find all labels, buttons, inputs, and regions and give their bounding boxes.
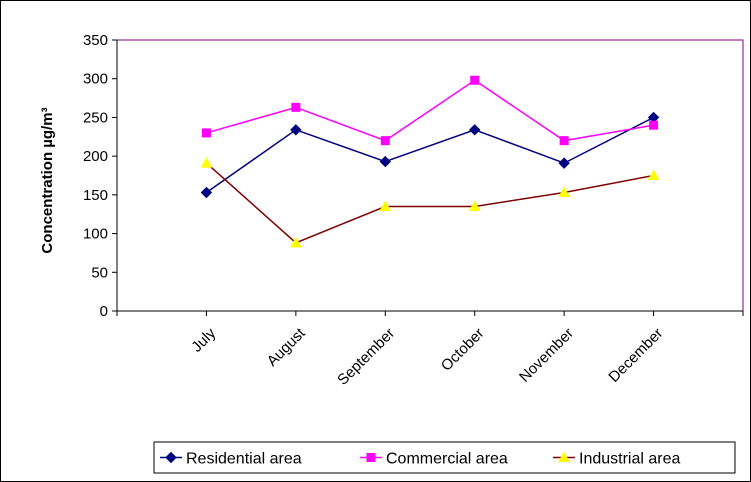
data-point-series-2 bbox=[380, 136, 390, 146]
series-line-2 bbox=[206, 79, 654, 142]
y-tick-label: 250 bbox=[83, 109, 108, 126]
legend-marker-1 bbox=[165, 451, 177, 464]
x-tick-label: October bbox=[438, 325, 488, 375]
y-tick-label: 200 bbox=[83, 148, 108, 165]
data-point-series-2 bbox=[470, 75, 480, 85]
x-tick-label: November bbox=[516, 325, 577, 386]
data-point-series-1 bbox=[290, 124, 302, 136]
data-point-series-3 bbox=[290, 236, 302, 248]
data-point-series-3 bbox=[200, 157, 213, 168]
y-axis-title: Concentration µg/m³ bbox=[39, 107, 56, 253]
data-point-series-1 bbox=[379, 155, 391, 168]
legend-label-1: Residential area bbox=[186, 451, 302, 468]
data-point-series-2 bbox=[559, 136, 569, 146]
data-point-series-3 bbox=[379, 200, 392, 211]
y-tick-label: 350 bbox=[83, 32, 108, 49]
data-point-series-2 bbox=[649, 120, 659, 130]
legend-marker-3 bbox=[558, 451, 570, 462]
x-tick-label: December bbox=[605, 325, 666, 386]
y-tick-label: 300 bbox=[83, 71, 108, 88]
y-tick-label: 0 bbox=[100, 303, 108, 320]
series-line-3 bbox=[205, 162, 654, 244]
y-tick-label: 100 bbox=[83, 226, 108, 243]
x-tick-label: August bbox=[264, 324, 310, 370]
x-tick-label: September bbox=[334, 325, 398, 389]
legend-marker-2 bbox=[366, 453, 376, 462]
data-point-series-3 bbox=[468, 200, 481, 211]
y-tick-label: 50 bbox=[91, 264, 108, 281]
data-point-series-2 bbox=[291, 102, 301, 112]
data-point-series-2 bbox=[201, 128, 211, 138]
legend-label-3: Industrial area bbox=[579, 451, 680, 468]
data-point-series-1 bbox=[558, 157, 570, 169]
legend-box bbox=[153, 441, 736, 474]
data-point-series-1 bbox=[200, 186, 213, 199]
legend-label-2: Commercial area bbox=[386, 451, 508, 468]
y-tick-label: 150 bbox=[83, 187, 108, 204]
series-line-1 bbox=[205, 116, 654, 194]
x-tick-label: July bbox=[188, 324, 219, 355]
data-point-series-3 bbox=[558, 186, 570, 198]
plot-area bbox=[116, 39, 744, 312]
data-point-series-3 bbox=[647, 169, 660, 180]
data-point-series-1 bbox=[469, 124, 481, 136]
